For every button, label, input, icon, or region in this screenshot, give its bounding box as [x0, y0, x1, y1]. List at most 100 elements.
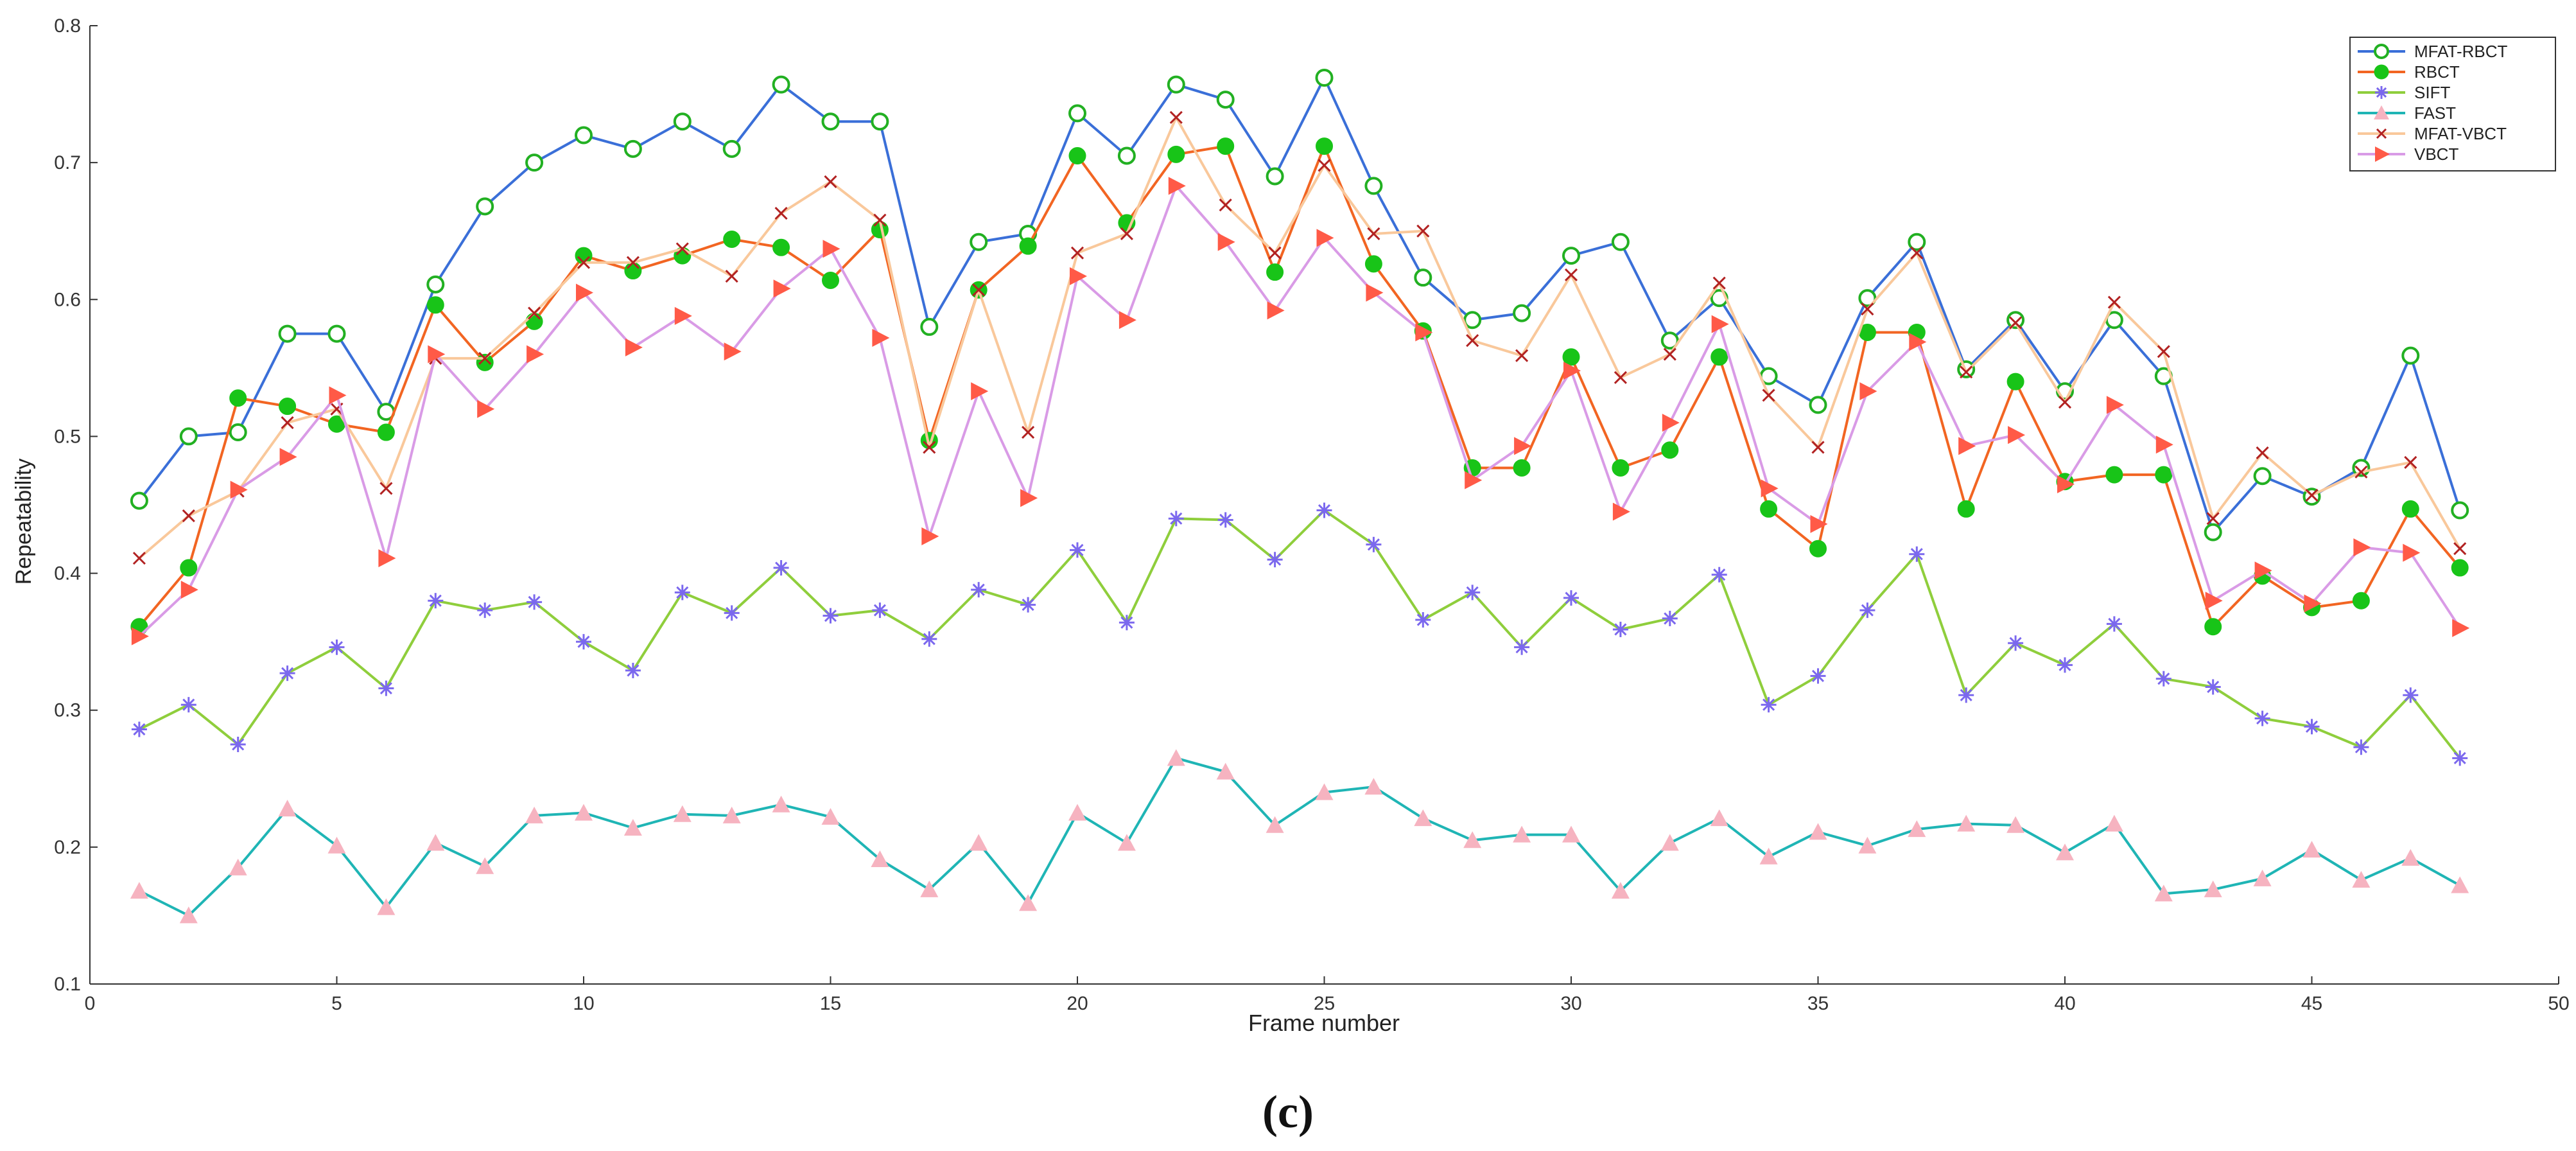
data-point-mfat-vbct: [675, 242, 689, 256]
data-point-fast: [327, 836, 346, 854]
legend-label-mfat-rbct: MFAT-RBCT: [2414, 42, 2508, 61]
data-point-sift: [1662, 610, 1678, 626]
x-tick-label: 20: [1066, 993, 1088, 1014]
data-point-sift: [921, 631, 937, 647]
data-point-mfat-rbct: [623, 139, 642, 158]
data-point-fast: [1216, 762, 1235, 780]
data-point-rbct: [2006, 373, 2024, 391]
data-point-sift: [2403, 687, 2419, 703]
legend-marker-vbct: [2375, 146, 2390, 162]
series-mfat-rbct: [130, 68, 2469, 541]
data-point-fast: [377, 898, 396, 915]
x-tick-label: 35: [1807, 993, 1829, 1014]
data-point-sift: [1761, 697, 1777, 713]
data-point-vbct: [1366, 283, 1384, 302]
data-point-sift: [2205, 679, 2221, 695]
data-point-fast: [1167, 749, 1185, 766]
series-line-sift: [139, 509, 2461, 759]
data-point-sift: [230, 737, 246, 752]
data-point-mfat-vbct: [626, 256, 640, 269]
data-point-sift: [1711, 567, 1727, 583]
data-point-sift: [576, 634, 591, 650]
data-point-mfat-vbct: [1120, 227, 1133, 241]
series-mfat-vbct: [132, 110, 2467, 565]
legend-label-vbct: VBCT: [2414, 145, 2459, 164]
data-point-vbct: [428, 345, 446, 364]
data-point-fast: [1809, 823, 1827, 840]
data-point-mfat-vbct: [824, 175, 837, 189]
data-point-mfat-rbct: [871, 112, 889, 131]
data-point-vbct: [131, 627, 149, 646]
data-point-mfat-rbct: [426, 275, 445, 294]
data-point-mfat-rbct: [229, 423, 247, 442]
data-point-rbct: [377, 423, 395, 441]
data-point-rbct: [1809, 540, 1827, 558]
data-point-rbct: [229, 389, 247, 407]
data-point-mfat-vbct: [379, 482, 393, 495]
y-tick-label: 0.1: [54, 974, 81, 995]
data-point-vbct: [1514, 437, 1532, 455]
data-point-mfat-rbct: [920, 317, 939, 336]
data-point-mfat-vbct: [774, 206, 788, 220]
data-point-mfat-vbct: [1811, 441, 1825, 454]
data-point-vbct: [1118, 311, 1136, 329]
data-point-mfat-vbct: [2157, 345, 2170, 358]
data-point-mfat-rbct: [1117, 146, 1136, 165]
data-point-mfat-vbct: [478, 351, 492, 365]
data-point-mfat-rbct: [1513, 304, 1531, 322]
legend-label-fast: FAST: [2414, 103, 2456, 123]
x-tick-label: 5: [331, 993, 342, 1014]
data-point-rbct: [624, 262, 642, 280]
data-point-mfat-rbct: [722, 139, 741, 158]
data-point-mfat-vbct: [725, 269, 738, 283]
data-point-vbct: [230, 480, 248, 499]
data-point-rbct: [2401, 500, 2419, 518]
data-point-mfat-rbct: [1414, 268, 1432, 287]
data-point-rbct: [1710, 348, 1728, 366]
data-point-sift: [724, 605, 740, 621]
data-point-mfat-rbct: [278, 324, 297, 343]
data-point-rbct: [723, 231, 741, 249]
data-point-rbct: [1167, 145, 1185, 163]
data-point-vbct: [872, 328, 890, 347]
data-point-vbct: [674, 306, 692, 325]
data-point-fast: [772, 795, 790, 813]
data-point-sift: [1958, 687, 1974, 703]
data-point-sift: [527, 594, 543, 610]
data-point-rbct: [1661, 441, 1679, 459]
data-point-sift: [131, 721, 147, 737]
data-point-fast: [2253, 869, 2272, 886]
data-point-vbct: [1316, 229, 1334, 247]
data-point-vbct: [822, 240, 840, 258]
data-point-vbct: [1612, 502, 1630, 521]
data-point-mfat-rbct: [525, 154, 544, 172]
data-point-fast: [1266, 816, 1284, 833]
data-point-vbct: [1267, 301, 1285, 320]
data-point-vbct: [2205, 592, 2223, 610]
data-point-vbct: [2452, 619, 2470, 637]
data-point-fast: [1019, 894, 1038, 911]
legend-label-sift: SIFT: [2414, 83, 2450, 102]
data-point-mfat-vbct: [1070, 246, 1084, 259]
data-point-mfat-vbct: [1367, 227, 1380, 241]
data-point-fast: [476, 857, 494, 874]
data-point-mfat-vbct: [528, 306, 541, 320]
data-point-fast: [525, 806, 544, 823]
data-point-vbct: [527, 345, 544, 364]
data-point-vbct: [1168, 177, 1186, 195]
data-point-fast: [1364, 778, 1383, 795]
data-point-sift: [1316, 502, 1332, 518]
data-point-rbct: [1513, 459, 1531, 477]
data-point-mfat-vbct: [182, 509, 195, 523]
y-tick-label: 0.8: [54, 15, 81, 37]
data-point-mfat-rbct: [1858, 289, 1877, 308]
data-point-vbct: [1563, 362, 1581, 380]
y-tick-label: 0.4: [54, 563, 81, 584]
data-point-fast: [2352, 871, 2371, 888]
data-point-mfat-vbct: [1712, 276, 1726, 290]
data-point-fast: [1858, 836, 1877, 854]
data-point-fast: [673, 805, 692, 822]
series-line-mfat-rbct: [138, 76, 2462, 534]
x-tick-label: 45: [2301, 993, 2322, 1014]
